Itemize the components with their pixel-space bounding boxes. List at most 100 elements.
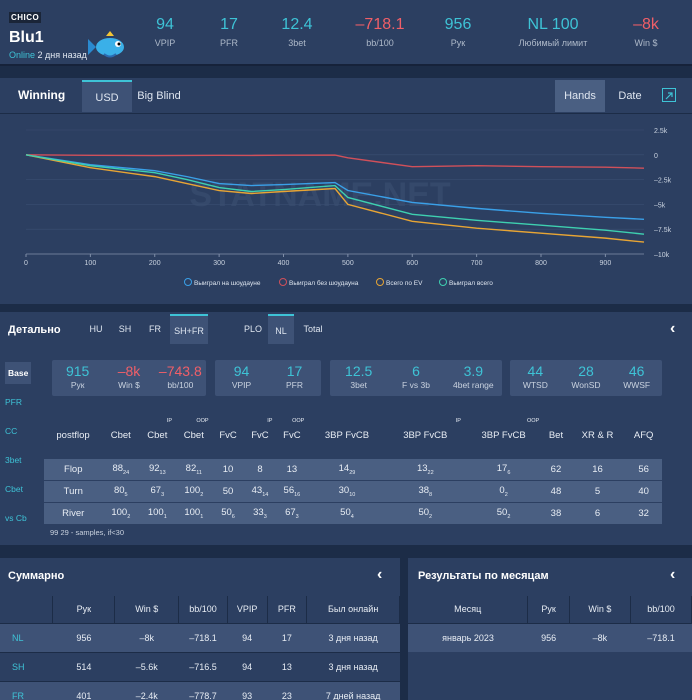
legend-label[interactable]: Выиграл всего [449, 280, 493, 287]
x-tick-label: 300 [213, 260, 225, 267]
series-line-2 [25, 154, 645, 243]
x-tick-label: 700 [471, 260, 483, 267]
watermark: STATNAME.NET [189, 176, 451, 214]
table-cell: 94 [227, 622, 268, 652]
series-line-3 [25, 154, 645, 235]
table-row[interactable]: январь 2023 956 –8k –718.1 [408, 622, 692, 652]
badge-cell: 28 WonSD [561, 363, 612, 390]
badge-cell: 44 WTSD [510, 363, 561, 390]
tab-sh[interactable]: SH [118, 324, 132, 334]
tab-fr[interactable]: FR [149, 324, 161, 334]
stat-любимый-лимит: NL 100 Любимый лимит [503, 16, 603, 48]
sidenav-base[interactable]: Base [5, 362, 32, 384]
badge-cell: 94 VPIP [215, 363, 268, 390]
table-cell: –778.7 [178, 680, 228, 700]
cell-sample: 13 [159, 469, 166, 476]
legend-label[interactable]: Выиграл без шоудауна [289, 279, 359, 287]
winning-title: Winning [18, 88, 66, 102]
cell-value: 100 [147, 506, 164, 518]
sidenav-pfr[interactable]: PFR [5, 397, 22, 407]
postflop-table: postflop Cbet Cbet IP Cbet OOP FvC FvC IP FvC OOP 3… [44, 414, 662, 524]
column-label: postflop [56, 430, 90, 442]
table-cell: –716.5 [178, 651, 228, 681]
tab-hu[interactable]: HU [89, 324, 103, 334]
stat-рук: 956 Рук [408, 16, 508, 48]
cell-value: 80 [113, 484, 125, 496]
stat-badge-group2: 94 VPIP 17 PFR [215, 360, 321, 396]
expand-icon[interactable] [662, 88, 676, 102]
sidenav-vs-cb[interactable]: vs Cb [5, 513, 27, 523]
monthly-collapse-icon[interactable]: ‹ [670, 566, 676, 583]
collapse-icon[interactable]: ‹ [670, 320, 676, 337]
stat-win-: –8k Win $ [596, 16, 692, 48]
table-cell: NL [0, 622, 53, 652]
table-cell: 8211 [175, 457, 213, 480]
legend-label[interactable]: Всего по EV [386, 280, 423, 287]
x-tick-label: 500 [342, 260, 354, 267]
tab-hands[interactable]: Hands [555, 80, 605, 112]
table-cell: 673 [275, 501, 308, 524]
column-label: AFQ [633, 430, 654, 442]
x-tick-label: 0 [24, 260, 28, 267]
y-tick-label: –5k [654, 202, 666, 209]
badge-cell: –743.8 bb/100 [155, 363, 206, 390]
column-header: 3BP FvCB IP [386, 414, 465, 458]
column-header: Cbet IP [139, 414, 177, 458]
column-sup: OOP [292, 418, 305, 424]
column-header: FvC [212, 414, 245, 458]
table-cell: 5616 [275, 479, 308, 502]
table-cell: 6 [569, 501, 626, 524]
tab-date[interactable]: Date [618, 90, 642, 102]
cell-value: 92 [148, 462, 160, 474]
tab-nl[interactable]: NL [268, 314, 294, 344]
badge-cell: –8k Win $ [103, 363, 154, 390]
sidenav-3bet[interactable]: 3bet [5, 455, 22, 465]
table-cell: –8k [114, 622, 179, 652]
y-tick-label: 2.5k [654, 128, 668, 135]
stat-value: 956 [444, 16, 472, 33]
legend-marker[interactable] [439, 278, 447, 286]
y-tick-label: 0 [654, 153, 658, 160]
table-row[interactable]: SH 514 –5.6k –716.5 94 13 3 дня назад [0, 651, 400, 681]
table-cell: 62 [542, 457, 570, 480]
sidenav-cc[interactable]: CC [5, 426, 18, 436]
table-cell: 1002 [175, 479, 213, 502]
table-cell: 4314 [244, 479, 276, 502]
stat-value: –718.1 [355, 16, 405, 33]
legend-marker[interactable] [376, 278, 384, 286]
cell-sample: 2 [127, 513, 131, 520]
cell-value: 5 [594, 485, 601, 497]
stat-label: bb/100 [366, 38, 394, 48]
table-cell: 50 [212, 479, 244, 502]
monthly-table: Месяц Рук Win $ bb/100 январь 2023 956 –8k –718… [408, 596, 692, 652]
column-header: FvC IP [244, 414, 277, 458]
legend-marker[interactable] [279, 278, 287, 286]
tab-sh-fr[interactable]: SH+FR [170, 314, 208, 344]
table-cell: 1322 [386, 457, 465, 480]
table-cell: 5 [569, 479, 626, 502]
badge-label: WWSF [623, 380, 651, 390]
tab-usd[interactable]: USD [82, 80, 132, 112]
column-header: Рук [527, 596, 570, 623]
cell-sample: 1 [200, 513, 204, 520]
legend-label[interactable]: Выиграл на шоудауне [194, 280, 261, 287]
column-header: VPIP [227, 596, 268, 623]
column-label: 3BP FvCB [403, 430, 448, 442]
cell-value: 0 [499, 484, 505, 496]
cell-value: 67 [150, 484, 162, 496]
table-cell: 3010 [307, 479, 387, 502]
table-row[interactable]: FR 401 –2.4k –778.7 93 23 7 дней назад [0, 680, 400, 700]
table-cell: 7 дней назад [306, 680, 400, 700]
cell-value: 38 [418, 484, 430, 496]
cell-sample: 16 [294, 491, 301, 498]
tab-total[interactable]: Total [303, 324, 323, 334]
stat-pfr: 17 PFR [179, 16, 279, 48]
tab-big-blind[interactable]: Big Blind [137, 90, 181, 102]
table-cell: 1001 [175, 501, 213, 524]
legend-marker[interactable] [184, 278, 192, 286]
sidenav-cbet[interactable]: Cbet [5, 484, 23, 494]
summary-collapse-icon[interactable]: ‹ [377, 566, 383, 583]
tab-plo[interactable]: PLO [243, 324, 262, 334]
table-row[interactable]: NL 956 –8k –718.1 94 17 3 дня назад [0, 622, 400, 652]
